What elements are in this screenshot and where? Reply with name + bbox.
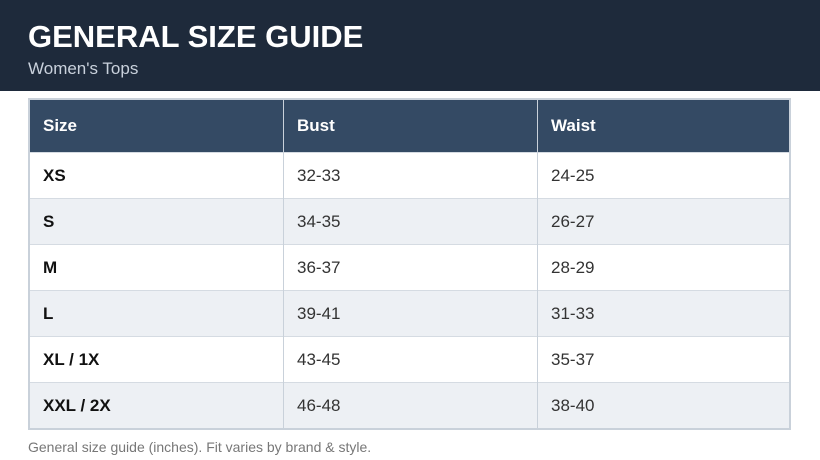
column-header: Waist — [537, 99, 791, 153]
table-cell: XXL / 2X — [29, 382, 284, 429]
table-body: XS 32-33 24-25 S 34-35 26-27 M 36-37 28-29 L 39-41… — [29, 152, 791, 429]
table-cell: 36-37 — [283, 244, 538, 291]
table-cell: 34-35 — [283, 198, 538, 245]
column-header: Bust — [283, 99, 538, 153]
table-cell: M — [29, 244, 284, 291]
table-row: M 36-37 28-29 — [29, 244, 791, 291]
table-cell: 43-45 — [283, 336, 538, 383]
table-cell: 26-27 — [537, 198, 791, 245]
table-cell: 39-41 — [283, 290, 538, 337]
table-cell: XS — [29, 152, 284, 199]
table-cell: 38-40 — [537, 382, 791, 429]
table-row: XL / 1X 43-45 35-37 — [29, 336, 791, 383]
table-cell: S — [29, 198, 284, 245]
table-cell: 31-33 — [537, 290, 791, 337]
table-row: S 34-35 26-27 — [29, 198, 791, 245]
table-cell: 32-33 — [283, 152, 538, 199]
header: GENERAL SIZE GUIDE Women's Tops — [0, 0, 820, 91]
size-table: Size Bust Waist XS 32-33 24-25 S 34-35 26-27 M 36… — [28, 98, 791, 430]
table-row: L 39-41 31-33 — [29, 290, 791, 337]
table-cell: 46-48 — [283, 382, 538, 429]
subtitle: Women's Tops — [28, 59, 139, 78]
table-cell: 24-25 — [537, 152, 791, 199]
footer-note: General size guide (inches). Fit varies … — [28, 439, 372, 455]
table-row: XXL / 2X 46-48 38-40 — [29, 382, 791, 429]
table-row: XS 32-33 24-25 — [29, 152, 791, 199]
title: GENERAL SIZE GUIDE — [28, 19, 364, 54]
table-cell: L — [29, 290, 284, 337]
table-cell: XL / 1X — [29, 336, 284, 383]
table-cell: 35-37 — [537, 336, 791, 383]
column-header: Size — [29, 99, 284, 153]
header-row: Size Bust Waist — [29, 99, 791, 153]
table-cell: 28-29 — [537, 244, 791, 291]
